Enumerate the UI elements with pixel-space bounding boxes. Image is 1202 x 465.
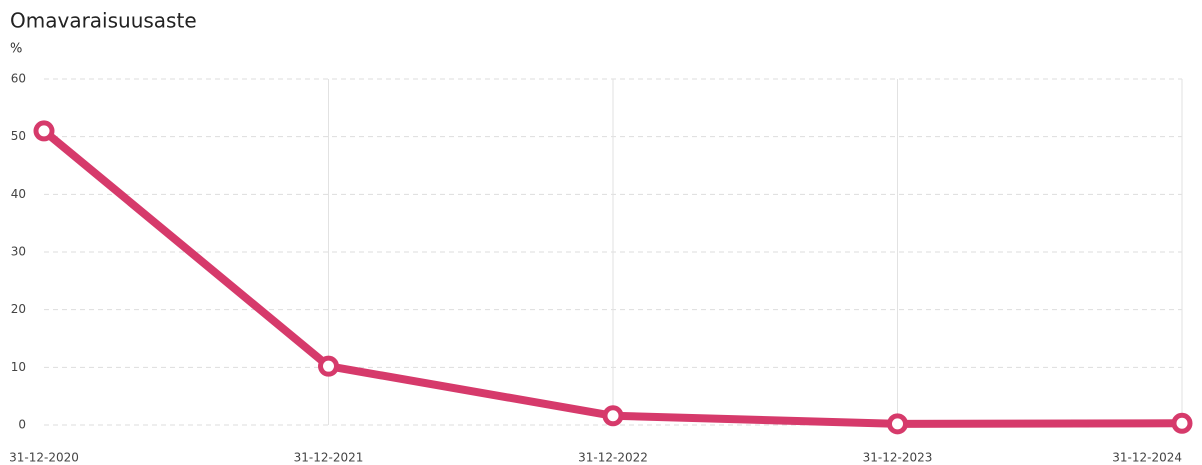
data-point <box>887 413 908 435</box>
x-tick-label: 31-12-2023 <box>863 451 933 465</box>
y-tick-label: 20 <box>11 302 26 316</box>
x-tick-label: 31-12-2020 <box>9 451 79 465</box>
y-tick-label: 60 <box>11 72 26 86</box>
x-tick-label: 31-12-2021 <box>294 451 364 465</box>
y-tick-label: 30 <box>11 245 26 259</box>
x-tick-label: 31-12-2024 <box>1112 451 1182 465</box>
data-point <box>602 405 624 427</box>
y-tick-label: 10 <box>11 360 26 374</box>
chart-title: Omavaraisuusaste <box>10 9 197 33</box>
data-point <box>33 120 55 142</box>
y-tick-label: 0 <box>18 418 26 432</box>
y-axis-label: % <box>10 42 22 57</box>
data-point <box>318 355 339 377</box>
x-tick-label: 31-12-2022 <box>578 451 648 465</box>
y-tick-label: 50 <box>11 129 26 143</box>
y-tick-label: 40 <box>11 187 26 201</box>
data-point <box>1171 412 1193 434</box>
